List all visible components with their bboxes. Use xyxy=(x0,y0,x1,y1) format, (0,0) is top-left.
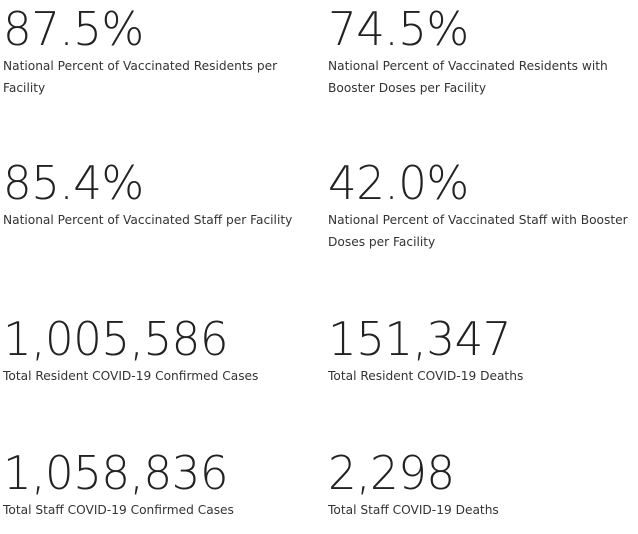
stat-label: Total Staff COVID-19 Confirmed Cases xyxy=(3,503,234,517)
stat-staff-deaths: 2,298 Total Staff COVID-19 Deaths xyxy=(328,450,638,521)
stat-label: National Percent of Vaccinated Residents… xyxy=(328,59,608,95)
stat-label: National Percent of Vaccinated Residents… xyxy=(3,59,278,95)
stat-value: 2,298 xyxy=(328,446,455,500)
stat-booster-staff: 42.0% National Percent of Vaccinated Sta… xyxy=(328,160,638,253)
stat-label: National Percent of Vaccinated Staff per… xyxy=(3,213,293,227)
stat-value: 87.5% xyxy=(3,2,144,56)
stat-value: 1,005,586 xyxy=(3,312,229,366)
stat-resident-deaths: 151,347 Total Resident COVID-19 Deaths xyxy=(328,316,638,387)
stat-vaccinated-staff: 85.4% National Percent of Vaccinated Sta… xyxy=(3,160,313,231)
stat-value: 74.5% xyxy=(328,2,469,56)
stat-value: 42.0% xyxy=(328,156,469,210)
stat-booster-residents: 74.5% National Percent of Vaccinated Res… xyxy=(328,6,638,99)
stat-value: 151,347 xyxy=(328,312,511,366)
stat-resident-cases: 1,005,586 Total Resident COVID-19 Confir… xyxy=(3,316,313,387)
stat-staff-cases: 1,058,836 Total Staff COVID-19 Confirmed… xyxy=(3,450,313,521)
stat-label: National Percent of Vaccinated Staff wit… xyxy=(328,213,628,249)
stat-label: Total Resident COVID-19 Confirmed Cases xyxy=(3,369,259,383)
stat-label: Total Resident COVID-19 Deaths xyxy=(328,369,524,383)
stat-value: 85.4% xyxy=(3,156,144,210)
stat-value: 1,058,836 xyxy=(3,446,229,500)
stat-label: Total Staff COVID-19 Deaths xyxy=(328,503,499,517)
stat-vaccinated-residents: 87.5% National Percent of Vaccinated Res… xyxy=(3,6,313,99)
